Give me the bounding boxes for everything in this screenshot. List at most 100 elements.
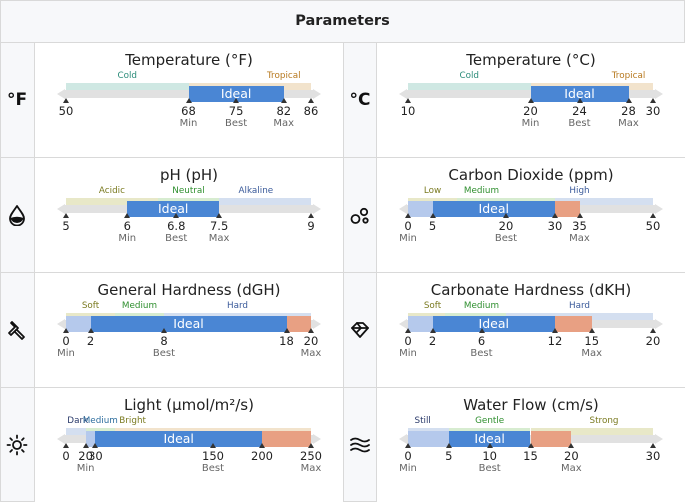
tick-caption: Best [152,348,176,359]
scale-arrow-left [57,89,65,99]
tick-caption: Max [300,463,322,474]
tick-label: 2 [428,334,437,348]
tolerance-range-bar [66,316,91,332]
zone-label: Low [423,186,442,196]
tick-label: 2 [86,334,95,348]
tick-marker [445,443,452,448]
ideal-label: Ideal [163,431,194,446]
parameter-title: Carbon Dioxide (ppm) [448,166,614,184]
ideal-range-bar [188,86,284,102]
tick-label: 6.8 [167,219,186,233]
tick-caption: Max [273,118,295,129]
tick-label: 6 [123,219,131,233]
ideal-label: Ideal [173,316,204,331]
tick-label: 0 [62,334,70,348]
fahrenheit-icon: °F [1,43,33,157]
panel-title: Parameters [1,1,684,43]
tick-caption: Best [225,118,248,129]
zone-label: Alkaline [238,186,274,196]
tick-marker [588,328,595,333]
ideal-range-bar [90,316,287,332]
hardness-icon [1,273,33,387]
tick-caption: Max [581,348,603,359]
tick-label: 86 [303,104,319,118]
scale-arrow-right [655,434,663,444]
scale-arrow-right [313,319,321,329]
tick-label: 24 [572,104,587,118]
tick-label: 20 [564,449,579,463]
tick-caption: Min [57,348,75,359]
tick-marker [650,98,656,103]
tick-marker [405,328,411,333]
tick-caption: Max [618,118,639,129]
ideal-label: Ideal [474,431,505,446]
tick-marker [283,328,290,333]
parameter-card-light: Light (µmol/m²/s) Dark Medium Bright Ideal 0 2… [35,388,343,502]
parameter-title: General Hardness (dGH) [97,281,281,299]
tick-label: 8 [160,334,168,348]
tick-caption: Best [165,233,188,244]
scale-arrow-left [57,204,65,214]
tolerance-range-bar [85,431,96,447]
zone-label: Soft [81,301,100,311]
row-divider [1,387,684,388]
tick-caption: Min [399,348,417,359]
zone-label: Medium [121,301,158,311]
parameter-card-temp-f: Temperature (°F) Cold Tropical Ideal 50 68 Min… [35,43,343,157]
zone-label: Hard [568,301,591,311]
parameter-title: Light (µmol/m²/s) [124,396,254,414]
parameter-card-kh: Carbonate Hardness (dKH) Soft Medium Hard Id… [377,273,685,387]
tick-caption: Max [560,463,582,474]
tick-label: 10 [400,104,416,118]
tick-marker [63,328,69,333]
zone-label: Medium [463,186,500,196]
tick-label: 9 [307,219,315,233]
tick-marker [552,328,558,333]
tick-marker [576,213,583,218]
tick-caption: Min [179,118,198,129]
tick-caption: Min [399,463,417,474]
zone-label: Strong [589,416,619,426]
tick-label: 150 [202,449,224,463]
row-divider [1,42,684,43]
tick-marker [405,98,411,103]
tick-label: 20 [498,219,514,233]
tick-label: 50 [645,219,661,233]
scale-arrow-right [313,204,321,214]
scale-arrow-right [313,89,321,99]
tick-marker [259,443,265,448]
parameter-card-ph: pH (pH) Acidic Neutral Alkaline Ideal 5 6 Min 6.… [35,158,343,272]
scale-arrow-left [399,204,407,214]
tick-label: 18 [279,334,294,348]
tick-caption: Best [568,118,591,129]
sun-icon [1,388,33,502]
ideal-label: Ideal [478,201,509,216]
ideal-label: Ideal [564,86,595,101]
tick-label: 0 [404,219,412,233]
tick-label: 75 [228,104,244,118]
tick-marker [650,443,656,448]
ideal-label: Ideal [157,201,189,216]
zone-label: Soft [423,301,442,311]
parameter-card-co2: Carbon Dioxide (ppm) Low Medium High Ideal 0 M… [377,158,685,272]
tick-marker [429,213,436,218]
tick-caption: Min [76,463,95,474]
row-divider [1,157,684,158]
ideal-range-bar [432,316,555,332]
tick-marker [429,328,436,333]
tick-label: 35 [572,219,587,233]
tick-caption: Min [118,233,137,244]
tick-label: 5 [428,219,437,233]
tick-marker [527,98,534,103]
parameter-title: Water Flow (cm/s) [463,396,599,414]
tick-marker [576,98,583,103]
scale-arrow-right [655,204,663,214]
zone-label: Tropical [611,71,646,81]
drop-icon [1,158,33,272]
tick-label: 0 [404,334,412,348]
celsius-icon-label: °C [349,90,371,110]
tick-label: 200 [251,449,273,463]
tick-caption: Max [569,233,590,244]
tick-marker [405,443,411,448]
